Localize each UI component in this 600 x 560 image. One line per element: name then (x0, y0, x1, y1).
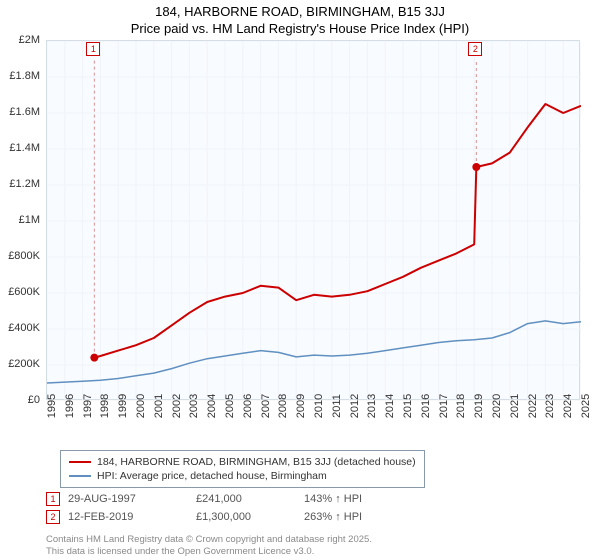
marker-flag-icon: 1 (86, 42, 100, 56)
y-tick-label: £0 (28, 394, 40, 406)
legend-label: HPI: Average price, detached house, Birm… (97, 470, 327, 482)
marker-box-icon: 1 (46, 492, 60, 506)
legend: 184, HARBORNE ROAD, BIRMINGHAM, B15 3JJ … (60, 450, 425, 488)
x-tick-label: 2015 (402, 394, 414, 418)
marker-delta: 143% ↑ HPI (304, 493, 404, 505)
x-tick-label: 2001 (153, 394, 165, 418)
x-tick-label: 2012 (349, 394, 361, 418)
chart-container: 184, HARBORNE ROAD, BIRMINGHAM, B15 3JJ … (0, 0, 600, 560)
x-tick-label: 2020 (491, 394, 503, 418)
y-tick-label: £800K (8, 250, 40, 262)
attribution-line: Contains HM Land Registry data © Crown c… (46, 534, 372, 546)
x-tick-label: 2016 (420, 394, 432, 418)
marker-delta: 263% ↑ HPI (304, 511, 404, 523)
chart-title: 184, HARBORNE ROAD, BIRMINGHAM, B15 3JJ (0, 4, 600, 19)
y-tick-label: £1M (19, 214, 40, 226)
marker-price: £1,300,000 (196, 511, 296, 523)
x-tick-label: 2010 (313, 394, 325, 418)
y-tick-label: £1.8M (9, 70, 40, 82)
x-tick-label: 2002 (171, 394, 183, 418)
x-tick-label: 2019 (473, 394, 485, 418)
x-tick-label: 2004 (206, 394, 218, 418)
chart-subtitle: Price paid vs. HM Land Registry's House … (0, 21, 600, 36)
x-tick-label: 2021 (509, 394, 521, 418)
y-tick-label: £400K (8, 322, 40, 334)
y-axis: £0£200K£400K£600K£800K£1M£1.2M£1.4M£1.6M… (0, 40, 44, 400)
sale-marker-row: 2 12-FEB-2019 £1,300,000 263% ↑ HPI (46, 508, 404, 526)
marker-price: £241,000 (196, 493, 296, 505)
chart-area: 12 (46, 40, 580, 400)
x-tick-label: 2013 (366, 394, 378, 418)
x-tick-label: 2022 (527, 394, 539, 418)
legend-swatch-icon (69, 475, 91, 477)
x-tick-label: 2005 (224, 394, 236, 418)
x-tick-label: 2008 (277, 394, 289, 418)
x-tick-label: 2009 (295, 394, 307, 418)
x-tick-label: 2003 (188, 394, 200, 418)
marker-date: 12-FEB-2019 (68, 511, 188, 523)
y-tick-label: £1.6M (9, 106, 40, 118)
x-axis: 1995199619971998199920002001200220032004… (46, 402, 580, 452)
sale-marker-row: 1 29-AUG-1997 £241,000 143% ↑ HPI (46, 490, 404, 508)
legend-swatch-icon (69, 461, 91, 463)
y-tick-label: £600K (8, 286, 40, 298)
x-tick-label: 1996 (64, 394, 76, 418)
sale-markers-table: 1 29-AUG-1997 £241,000 143% ↑ HPI 2 12-F… (46, 490, 404, 526)
marker-box-icon: 2 (46, 510, 60, 524)
x-tick-label: 2006 (242, 394, 254, 418)
marker-date: 29-AUG-1997 (68, 493, 188, 505)
x-tick-label: 2023 (544, 394, 556, 418)
legend-label: 184, HARBORNE ROAD, BIRMINGHAM, B15 3JJ … (97, 456, 416, 468)
legend-item-hpi: HPI: Average price, detached house, Birm… (69, 469, 416, 483)
x-tick-label: 2000 (135, 394, 147, 418)
y-tick-label: £1.4M (9, 142, 40, 154)
x-tick-label: 2024 (562, 394, 574, 418)
x-tick-label: 2018 (455, 394, 467, 418)
plot-svg (47, 41, 581, 401)
y-tick-label: £1.2M (9, 178, 40, 190)
y-tick-label: £200K (8, 358, 40, 370)
marker-flag-icon: 2 (468, 42, 482, 56)
attribution-line: This data is licensed under the Open Gov… (46, 546, 372, 558)
plot-background (46, 40, 580, 400)
x-tick-label: 2025 (580, 394, 592, 418)
x-tick-label: 1997 (82, 394, 94, 418)
attribution: Contains HM Land Registry data © Crown c… (46, 534, 372, 558)
x-tick-label: 2007 (260, 394, 272, 418)
x-tick-label: 2014 (384, 394, 396, 418)
x-tick-label: 1998 (99, 394, 111, 418)
y-tick-label: £2M (19, 34, 40, 46)
legend-item-price-paid: 184, HARBORNE ROAD, BIRMINGHAM, B15 3JJ … (69, 455, 416, 469)
x-tick-label: 1999 (117, 394, 129, 418)
x-tick-label: 2011 (331, 394, 343, 418)
x-tick-label: 1995 (46, 394, 58, 418)
x-tick-label: 2017 (438, 394, 450, 418)
